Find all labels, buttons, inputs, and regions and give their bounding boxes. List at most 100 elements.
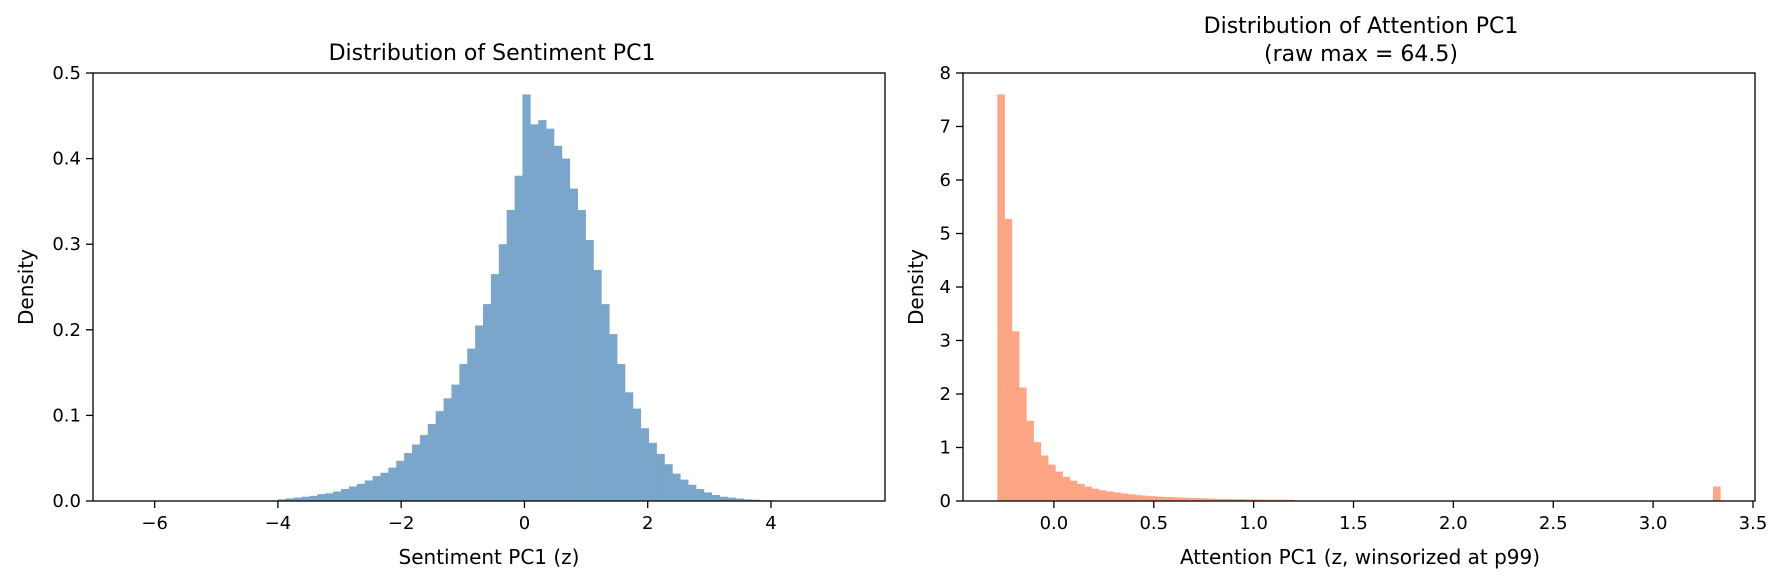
histogram-bar-sentiment <box>601 304 610 501</box>
histogram-bar-sentiment <box>727 497 736 501</box>
y-tick-label: 3 <box>940 331 951 352</box>
histogram-bar-sentiment <box>735 498 744 501</box>
histogram-bar-sentiment <box>632 408 642 501</box>
histogram-bar-attention <box>1200 498 1208 501</box>
histogram-bar-attention <box>1265 499 1274 501</box>
histogram-bar-sentiment <box>719 496 728 501</box>
histogram-bar-attention <box>1077 483 1085 501</box>
y-tick-label: 1 <box>940 438 951 459</box>
histogram-bar-attention <box>1026 420 1034 501</box>
histogram-bar-sentiment <box>325 493 334 501</box>
histogram-bar-sentiment <box>703 492 713 501</box>
x-axis-label-attention: Attention PC1 (z, winsorized at p99) <box>1180 545 1540 569</box>
histogram-bar-sentiment <box>293 497 302 501</box>
histogram-bar-attention <box>1156 496 1165 501</box>
histogram-bar-attention-outlier <box>1713 486 1721 501</box>
x-tick-label: 1.0 <box>1239 513 1268 534</box>
x-axis-label-sentiment: Sentiment PC1 (z) <box>399 545 580 569</box>
histogram-bar-sentiment <box>664 464 673 501</box>
histogram-bar-sentiment <box>530 124 539 502</box>
chart-title-attention: Distribution of Attention PC1 <box>1204 14 1519 39</box>
histogram-bar-sentiment <box>396 460 405 501</box>
panel-attention: Distribution of Attention PC1 (raw max =… <box>904 14 1767 569</box>
histogram-bar-attention <box>1178 497 1187 501</box>
histogram-bar-sentiment <box>419 435 429 501</box>
histogram-bar-attention <box>1185 497 1194 501</box>
histogram-bar-sentiment <box>625 392 634 501</box>
y-ticks-attention: 0 1 2 3 4 5 6 7 8 <box>940 63 963 512</box>
histogram-bar-attention <box>1222 498 1230 501</box>
x-tick-label: −2 <box>388 513 415 534</box>
x-tick-label: −4 <box>265 513 292 534</box>
histogram-bar-attention <box>1091 488 1100 501</box>
histogram-bar-sentiment <box>333 491 342 501</box>
histogram-bar-sentiment <box>554 145 563 501</box>
histogram-bar-sentiment <box>546 128 555 501</box>
y-tick-label: 0 <box>940 491 951 512</box>
histogram-bar-attention <box>1011 331 1020 501</box>
histogram-bar-attention <box>1055 471 1063 501</box>
histogram-bar-sentiment <box>467 348 476 501</box>
histogram-bar-sentiment <box>648 442 657 501</box>
histogram-bar-sentiment <box>585 239 594 502</box>
histogram-bar-attention <box>1236 499 1245 501</box>
y-axis-label-sentiment: Density <box>14 249 38 325</box>
x-tick-label: 2.5 <box>1539 513 1568 534</box>
chart-title-sentiment: Distribution of Sentiment PC1 <box>329 41 656 66</box>
histogram-bar-attention <box>1207 498 1216 501</box>
histogram-bar-sentiment <box>317 494 326 501</box>
histogram-bar-sentiment <box>404 453 413 501</box>
x-tick-label: 0.5 <box>1139 513 1168 534</box>
histogram-bar-sentiment <box>380 472 389 501</box>
histogram-bar-attention <box>1033 442 1042 501</box>
histogram-bar-attention <box>1135 495 1143 501</box>
histogram-bar-sentiment <box>309 495 318 501</box>
y-axis-label-attention: Density <box>904 249 928 325</box>
y-tick-label: 8 <box>940 63 951 84</box>
x-tick-label: 2.0 <box>1439 513 1468 534</box>
y-tick-label: 0.0 <box>52 491 81 512</box>
y-ticks-sentiment: 0.0 0.1 0.2 0.3 0.4 0.5 <box>52 63 93 512</box>
histogram-bar-attention <box>1214 498 1223 501</box>
histogram-bar-attention <box>1229 499 1237 501</box>
histogram-bar-attention <box>1243 499 1252 501</box>
histogram-bar-attention <box>1069 480 1078 501</box>
x-ticks-sentiment: −6 −4 −2 0 2 4 <box>141 501 777 534</box>
histogram-bar-sentiment <box>459 364 468 501</box>
histogram-bar-sentiment <box>711 495 720 501</box>
histogram-bar-sentiment <box>451 384 460 501</box>
histogram-bar-attention <box>1149 496 1158 501</box>
histogram-bar-sentiment <box>435 411 444 501</box>
histogram-bar-sentiment <box>348 486 358 501</box>
histogram-bar-attention <box>1251 499 1259 501</box>
histogram-bar-attention <box>1127 494 1136 501</box>
histogram-bar-sentiment <box>506 209 515 501</box>
histogram-bar-sentiment <box>498 244 507 501</box>
y-tick-label: 0.4 <box>52 149 81 170</box>
histogram-bar-attention <box>1048 464 1056 501</box>
x-tick-label: 4 <box>765 513 776 534</box>
x-tick-label: 0.0 <box>1040 513 1069 534</box>
histogram-bar-sentiment <box>301 496 310 501</box>
histogram-bar-sentiment <box>285 498 294 501</box>
y-tick-label: 2 <box>940 384 951 405</box>
histogram-bar-sentiment <box>412 444 421 501</box>
histogram-bar-sentiment <box>483 304 492 501</box>
y-tick-label: 6 <box>940 170 951 191</box>
histogram-bar-sentiment <box>443 398 452 501</box>
histogram-bar-sentiment <box>593 269 602 501</box>
histogram-bar-attention <box>1258 499 1266 501</box>
y-tick-label: 7 <box>940 117 951 138</box>
histogram-bar-sentiment <box>514 175 523 501</box>
y-tick-label: 0.5 <box>52 63 81 84</box>
histogram-bar-sentiment <box>617 364 626 501</box>
histogram-bar-attention <box>1062 476 1071 501</box>
x-tick-label: 1.5 <box>1339 513 1368 534</box>
histogram-bar-attention <box>1098 490 1107 501</box>
axes-frame-sentiment <box>92 72 886 502</box>
histogram-bar-sentiment <box>364 480 373 501</box>
histogram-bar-attention <box>1106 491 1114 501</box>
histogram-bar-attention <box>1004 219 1013 501</box>
histogram-bar-sentiment <box>538 120 547 501</box>
